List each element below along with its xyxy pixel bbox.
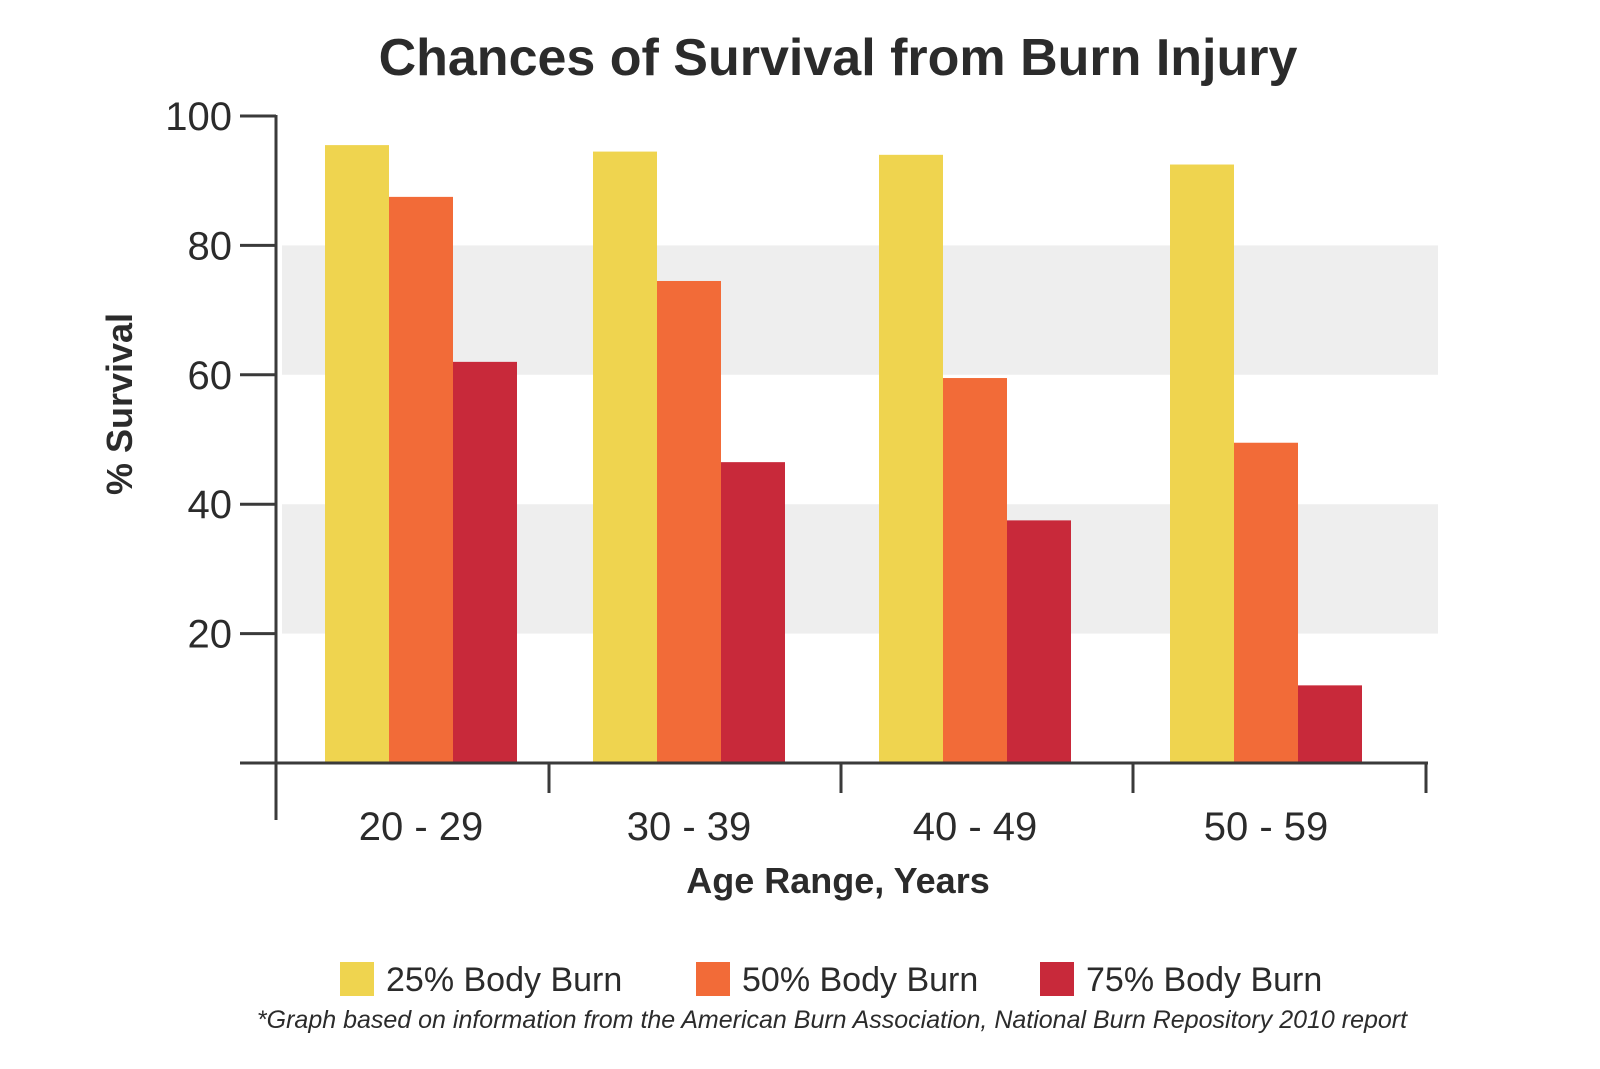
x-tick-label: 30 - 39 bbox=[627, 805, 752, 849]
bar bbox=[453, 361, 517, 763]
bar bbox=[943, 378, 1007, 763]
grid-band bbox=[282, 245, 1438, 375]
y-axis-title: % Survival bbox=[99, 313, 140, 495]
bar bbox=[389, 196, 453, 763]
y-tick-label: 20 bbox=[188, 613, 233, 657]
legend-label: 25% Body Burn bbox=[386, 961, 622, 999]
bar bbox=[325, 145, 389, 764]
footnote: *Graph based on information from the Ame… bbox=[257, 1006, 1408, 1034]
y-tick-label: 40 bbox=[188, 483, 233, 527]
bars bbox=[325, 145, 1362, 764]
legend-label: 75% Body Burn bbox=[1086, 961, 1322, 999]
x-tick-label: 20 - 29 bbox=[359, 805, 484, 849]
bar bbox=[1298, 685, 1362, 763]
y-tick-labels: 20 40 60 80 100 bbox=[165, 95, 232, 657]
y-tick-label: 100 bbox=[165, 95, 232, 139]
legend-label: 50% Body Burn bbox=[742, 961, 978, 999]
bar bbox=[1007, 520, 1071, 763]
y-tick-label: 80 bbox=[188, 224, 233, 268]
legend-swatch bbox=[340, 962, 374, 996]
bar bbox=[657, 280, 721, 763]
x-tick-label: 40 - 49 bbox=[913, 805, 1038, 849]
x-axis-title: Age Range, Years bbox=[686, 860, 990, 901]
bar bbox=[1234, 442, 1298, 763]
legend: 25% Body Burn 50% Body Burn 75% Body Burn bbox=[340, 961, 1322, 999]
x-tick-label: 50 - 59 bbox=[1204, 805, 1329, 849]
chart-title: Chances of Survival from Burn Injury bbox=[379, 29, 1298, 87]
bar bbox=[721, 462, 785, 763]
bar bbox=[879, 154, 943, 763]
bar bbox=[593, 151, 657, 763]
y-tick-label: 60 bbox=[188, 354, 233, 398]
bar bbox=[1170, 164, 1234, 763]
axes bbox=[240, 114, 1428, 820]
legend-swatch bbox=[1040, 962, 1074, 996]
x-tick-labels: 20 - 29 30 - 39 40 - 49 50 - 59 bbox=[359, 805, 1329, 849]
legend-swatch bbox=[696, 962, 730, 996]
